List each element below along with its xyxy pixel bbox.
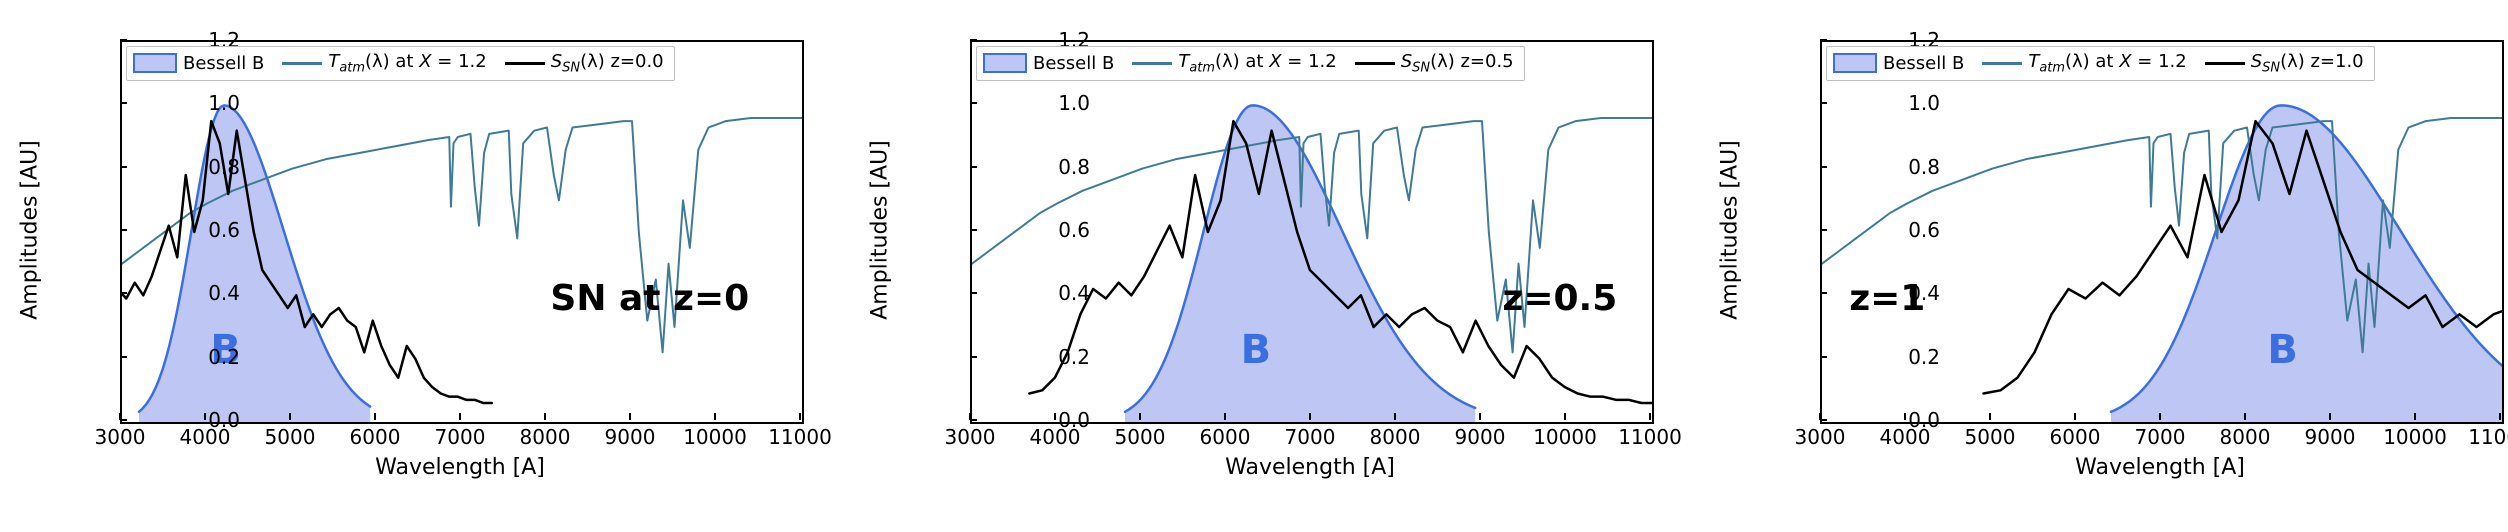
xtick: 10000 (1525, 425, 1605, 449)
xtick: 11000 (2460, 425, 2508, 449)
legend-item-sn: SSN(λ) z=0.0 (505, 51, 664, 76)
legend-label: SSN(λ) z=1.0 (2251, 51, 2364, 76)
xtick: 7000 (2120, 425, 2200, 449)
ylabel: Amplitudes [AU] (1718, 140, 1743, 320)
xtick: 10000 (2375, 425, 2455, 449)
legend-item-sn: SSN(λ) z=1.0 (2205, 51, 2364, 76)
ytick: 0.4 (180, 281, 240, 305)
xtick: 6000 (2035, 425, 2115, 449)
legend: Bessell B Tatm(λ) at X = 1.2 SSN(λ) z=0.5 (976, 46, 1525, 81)
xtick: 10000 (675, 425, 755, 449)
ytick: 0.2 (1030, 345, 1090, 369)
legend-label: Tatm(λ) at X = 1.2 (2028, 51, 2186, 76)
annotation-B: B (1241, 327, 1272, 373)
legend-item-bessell: Bessell B (983, 53, 1114, 74)
ytick: 1.0 (1030, 91, 1090, 115)
xtick: 3000 (930, 425, 1010, 449)
legend-label: Bessell B (1033, 53, 1114, 74)
legend-line-icon (1355, 62, 1395, 65)
legend: Bessell B Tatm(λ) at X = 1.2 SSN(λ) z=0.0 (126, 46, 675, 81)
bessell-fill (139, 105, 370, 422)
ytick: 0.8 (1880, 155, 1940, 179)
figure: Bessell B Tatm(λ) at X = 1.2 SSN(λ) z=0.0 S… (0, 0, 2508, 532)
legend-swatch-icon (1833, 53, 1877, 73)
xlabel: Wavelength [A] (375, 455, 545, 480)
xtick: 9000 (2290, 425, 2370, 449)
xtick: 6000 (335, 425, 415, 449)
legend-line-icon (1982, 62, 2022, 65)
legend-item-bessell: Bessell B (1833, 53, 1964, 74)
ytick: 1.0 (180, 91, 240, 115)
legend-line-icon (505, 62, 545, 65)
xtick: 8000 (2205, 425, 2285, 449)
legend-swatch-icon (983, 53, 1027, 73)
ytick: 0.4 (1030, 281, 1090, 305)
ytick: 0.6 (1030, 218, 1090, 242)
xtick: 9000 (590, 425, 670, 449)
xtick: 6000 (1185, 425, 1265, 449)
xtick: 11000 (760, 425, 840, 449)
legend-swatch-icon (133, 53, 177, 73)
annotation-z: SN at z=0 (550, 278, 749, 319)
annotation-B: B (2267, 327, 2298, 373)
xtick: 5000 (250, 425, 330, 449)
ytick: 0.2 (180, 345, 240, 369)
panel-2: Bessell BTatm(λ) at X = 1.2SSN(λ) z=1.0z… (1720, 25, 2508, 485)
xlabel: Wavelength [A] (2075, 455, 2245, 480)
panel-0: Bessell B Tatm(λ) at X = 1.2 SSN(λ) z=0.0 S… (20, 25, 830, 485)
legend-label: SSN(λ) z=0.0 (551, 51, 664, 76)
ytick: 0.8 (180, 155, 240, 179)
legend-label: Tatm(λ) at X = 1.2 (1178, 51, 1336, 76)
ytick: 0.6 (1880, 218, 1940, 242)
annotation-z: z=0.5 (1502, 278, 1617, 319)
ytick: 0.6 (180, 218, 240, 242)
xtick: 3000 (1780, 425, 1860, 449)
ylabel: Amplitudes [AU] (868, 140, 893, 320)
xtick: 8000 (505, 425, 585, 449)
legend: Bessell B Tatm(λ) at X = 1.2 SSN(λ) z=1.0 (1826, 46, 2375, 81)
legend-line-icon (1132, 62, 1172, 65)
legend-item-sn: SSN(λ) z=0.5 (1355, 51, 1514, 76)
xlabel: Wavelength [A] (1225, 455, 1395, 480)
legend-label: Bessell B (183, 53, 264, 74)
xtick: 7000 (1270, 425, 1350, 449)
ytick: 0.8 (1030, 155, 1090, 179)
ylabel: Amplitudes [AU] (18, 140, 43, 320)
legend-line-icon (2205, 62, 2245, 65)
legend-item-atm: Tatm(λ) at X = 1.2 (1982, 51, 2186, 76)
xtick: 5000 (1100, 425, 1180, 449)
ytick: 1.0 (1880, 91, 1940, 115)
ytick: 0.2 (1880, 345, 1940, 369)
legend-item-bessell: Bessell B (133, 53, 264, 74)
xtick: 4000 (1865, 425, 1945, 449)
xtick: 5000 (1950, 425, 2030, 449)
panel-1: Bessell B Tatm(λ) at X = 1.2 SSN(λ) z=0.5 z… (870, 25, 1680, 485)
legend-label: SSN(λ) z=0.5 (1401, 51, 1514, 76)
legend-item-atm: Tatm(λ) at X = 1.2 (282, 51, 486, 76)
xtick: 11000 (1610, 425, 1690, 449)
xtick: 9000 (1440, 425, 1520, 449)
legend-label: Bessell B (1883, 53, 1964, 74)
legend-label: Tatm(λ) at X = 1.2 (328, 51, 486, 76)
xtick: 4000 (165, 425, 245, 449)
xtick: 4000 (1015, 425, 1095, 449)
legend-line-icon (282, 62, 322, 65)
xtick: 3000 (80, 425, 160, 449)
ytick: 0.4 (1880, 281, 1940, 305)
legend-item-atm: Tatm(λ) at X = 1.2 (1132, 51, 1336, 76)
xtick: 8000 (1355, 425, 1435, 449)
bessell-fill (2111, 105, 2508, 422)
xtick: 7000 (420, 425, 500, 449)
